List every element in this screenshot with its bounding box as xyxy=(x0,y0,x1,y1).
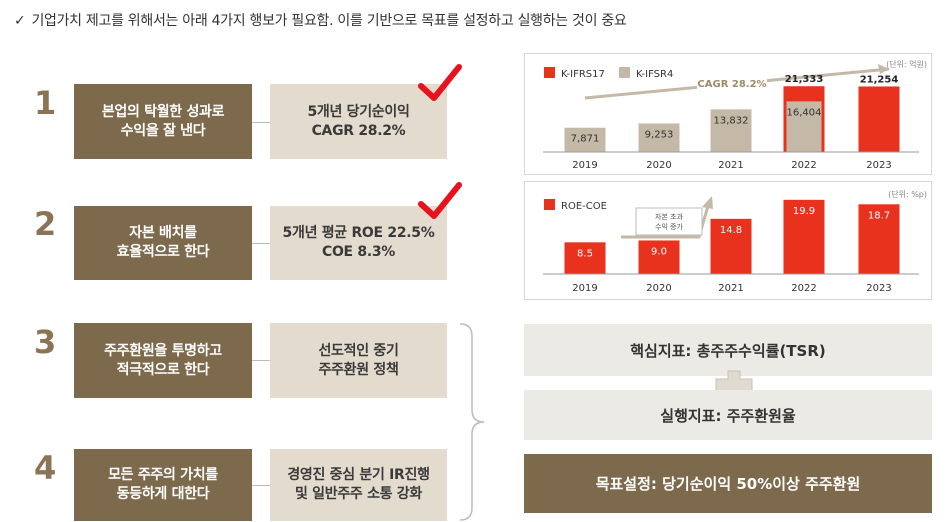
roe-coe-chart: ROE-COE (단위: %p) 자본 초과 수익 증가 8.5 9.0 14.8 1… xyxy=(524,181,932,300)
unit-label: (단위: %p) xyxy=(888,189,927,199)
legend-label: K-IFSR4 xyxy=(636,69,673,80)
step-label-3: 주주환원을 투명하고 적극적으로 한다 xyxy=(74,323,252,398)
bar-value-label: 21,333 xyxy=(785,74,824,85)
step-label-4: 모든 주주의 가치를 동등하게 대한다 xyxy=(74,449,252,521)
core-kpi-box: 핵심지표: 총주주수익률(TSR) xyxy=(524,324,932,376)
x-tick-label: 2021 xyxy=(718,160,743,171)
cagr-arrowhead xyxy=(878,64,889,74)
bar-k-ifsr4 xyxy=(564,127,606,152)
legend-swatch xyxy=(544,67,555,78)
bar-value-label: 13,832 xyxy=(714,115,749,126)
bar-value-label: 16,404 xyxy=(787,107,822,118)
x-tick-label: 2019 xyxy=(572,160,597,171)
x-tick-label: 2022 xyxy=(791,283,816,294)
x-tick-label: 2020 xyxy=(646,160,671,171)
bar-roe-coe xyxy=(564,242,606,274)
x-tick-label: 2019 xyxy=(572,283,597,294)
bar-roe-coe xyxy=(858,204,900,274)
step-detail-3: 선도적인 중기 주주환원 정책 xyxy=(270,323,447,398)
step-number-2: 2 xyxy=(34,205,57,243)
bar-roe-coe xyxy=(710,218,752,274)
step-number-3: 3 xyxy=(34,323,57,361)
bar-value-label: 19.9 xyxy=(793,206,815,217)
red-checkmark-icon xyxy=(418,182,462,219)
legend-label: K-IFRS17 xyxy=(561,69,605,80)
x-tick-label: 2023 xyxy=(866,283,891,294)
bar-value-label: 9.0 xyxy=(651,246,667,257)
bar-value-label: 14.8 xyxy=(720,225,742,236)
step-detail-4: 경영진 중심 분기 IR진행 및 일반주주 소통 강화 xyxy=(270,449,447,521)
step-label-1: 본업의 탁월한 성과로 수익을 잘 낸다 xyxy=(74,84,252,159)
annotation-line: 자본 초과 xyxy=(655,212,684,221)
grouping-brace xyxy=(459,323,485,521)
x-tick-label: 2023 xyxy=(866,160,891,171)
exec-kpi-box: 실행지표: 주주환원율 xyxy=(524,390,932,440)
bar-value-label: 21,254 xyxy=(860,74,899,85)
net-income-chart-svg: K-IFRS17 K-IFSR4 (단위: 억원) CAGR 28.2% 7,8… xyxy=(543,59,927,171)
annotation-line: 수익 증가 xyxy=(655,222,684,231)
annotation-bg xyxy=(697,76,767,90)
bar-k-ifsr4 xyxy=(710,109,752,152)
bar-value-label: 18.7 xyxy=(868,210,890,221)
x-tick-label: 2021 xyxy=(718,283,743,294)
step-label-2: 자본 배치를 효율적으로 한다 xyxy=(74,206,252,280)
legend-swatch xyxy=(544,199,555,210)
bar-k-ifrs17 xyxy=(858,86,900,152)
net-income-chart: K-IFRS17 K-IFSR4 (단위: 억원) CAGR 28.2% 7,8… xyxy=(524,53,932,175)
red-checkmark-icon xyxy=(418,64,462,101)
header-text: 기업가치 제고를 위해서는 아래 4가지 행보가 필요함. 이를 기반으로 목표… xyxy=(31,13,627,29)
unit-label: (단위: 억원) xyxy=(886,59,927,69)
x-tick-label: 2022 xyxy=(791,160,816,171)
roe-coe-chart-svg: ROE-COE (단위: %p) 자본 초과 수익 증가 8.5 9.0 14.8 1… xyxy=(543,189,927,294)
connector-line xyxy=(252,360,270,361)
legend-swatch xyxy=(619,67,630,78)
goal-box: 목표설정: 당기순이익 50%이상 주주환원 xyxy=(524,454,932,513)
bar-roe-coe xyxy=(638,240,680,274)
step-detail-2: 5개년 평균 ROE 22.5% COE 8.3% xyxy=(270,206,447,280)
bar-value-label: 9,253 xyxy=(645,129,674,140)
connector-line xyxy=(252,122,270,123)
checkmark-icon: ✓ xyxy=(14,13,26,29)
step-number-4: 4 xyxy=(34,449,57,487)
bar-roe-coe xyxy=(783,199,825,274)
excess-return-arrow xyxy=(621,205,710,239)
step-detail-1: 5개년 당기순이익 CAGR 28.2% xyxy=(270,84,447,159)
annotation-box xyxy=(635,207,703,236)
header-caption: ✓ 기업가치 제고를 위해서는 아래 4가지 행보가 필요함. 이를 기반으로 목… xyxy=(14,10,627,30)
x-tick-label: 2020 xyxy=(646,283,671,294)
bar-k-ifsr4 xyxy=(638,123,680,152)
cagr-annotation: CAGR 28.2% xyxy=(697,79,766,90)
step-number-1: 1 xyxy=(34,84,57,122)
connector-line xyxy=(252,485,270,486)
bar-k-ifsr4 xyxy=(786,101,822,152)
legend-label: ROE-COE xyxy=(561,201,607,212)
bar-value-label: 7,871 xyxy=(571,134,600,145)
connector-line xyxy=(252,243,270,244)
bar-value-label: 8.5 xyxy=(577,248,593,259)
excess-return-arrowhead xyxy=(702,196,713,209)
